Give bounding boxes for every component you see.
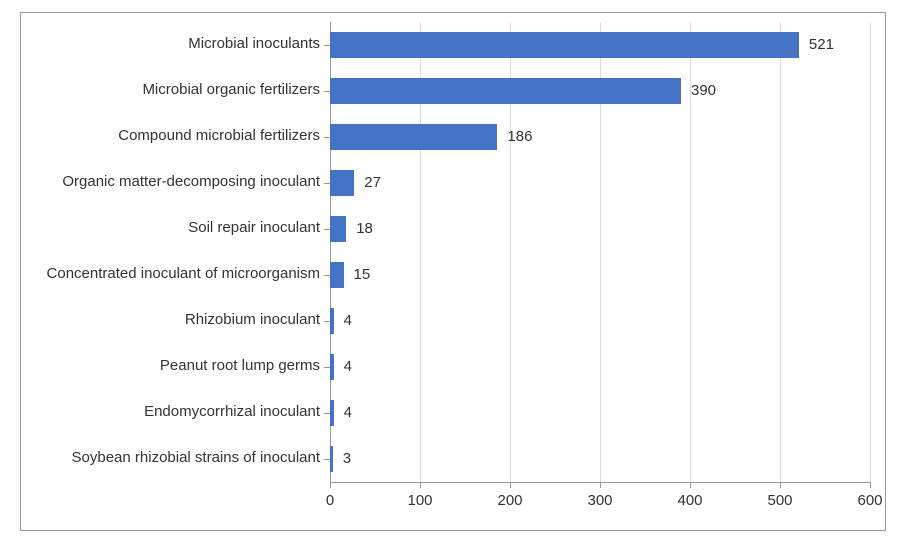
category-label: Organic matter-decomposing inoculant (62, 173, 330, 190)
value-label: 390 (691, 82, 716, 99)
bar (330, 216, 346, 242)
category-label: Endomycorrhizal inoculant (144, 403, 330, 420)
category-label: Soil repair inoculant (188, 219, 330, 236)
x-tick-label: 500 (767, 492, 792, 509)
value-label: 4 (344, 358, 352, 375)
value-label: 4 (344, 404, 352, 421)
plot-area: Microbial inoculants521Microbial organic… (330, 22, 870, 482)
x-tick-label: 300 (587, 492, 612, 509)
x-axis-tick-labels: 0100200300400500600 (330, 492, 870, 516)
bar (330, 170, 354, 196)
bar (330, 78, 681, 104)
value-label: 4 (344, 312, 352, 329)
value-label: 186 (507, 128, 532, 145)
category-label: Microbial inoculants (188, 35, 330, 52)
value-label: 3 (343, 450, 351, 467)
gridline (870, 22, 871, 482)
x-tick-label: 200 (497, 492, 522, 509)
x-tick-mark (870, 482, 871, 488)
category-label: Peanut root lump germs (160, 357, 330, 374)
bar (330, 32, 799, 58)
category-label: Rhizobium inoculant (185, 311, 330, 328)
category-label: Concentrated inoculant of microorganism (47, 265, 330, 282)
value-label: 15 (354, 266, 371, 283)
category-label: Microbial organic fertilizers (142, 81, 330, 98)
value-label: 521 (809, 36, 834, 53)
x-axis-line (330, 482, 870, 483)
bar (330, 446, 333, 472)
x-tick-label: 400 (677, 492, 702, 509)
x-tick-label: 600 (857, 492, 882, 509)
bar (330, 124, 497, 150)
x-tick-label: 100 (407, 492, 432, 509)
bar (330, 354, 334, 380)
category-label: Soybean rhizobial strains of inoculant (72, 449, 330, 466)
gridline (780, 22, 781, 482)
bar (330, 400, 334, 426)
value-label: 27 (364, 174, 381, 191)
bar (330, 308, 334, 334)
x-tick-label: 0 (326, 492, 334, 509)
category-label: Compound microbial fertilizers (118, 127, 330, 144)
value-label: 18 (356, 220, 373, 237)
bar (330, 262, 344, 288)
